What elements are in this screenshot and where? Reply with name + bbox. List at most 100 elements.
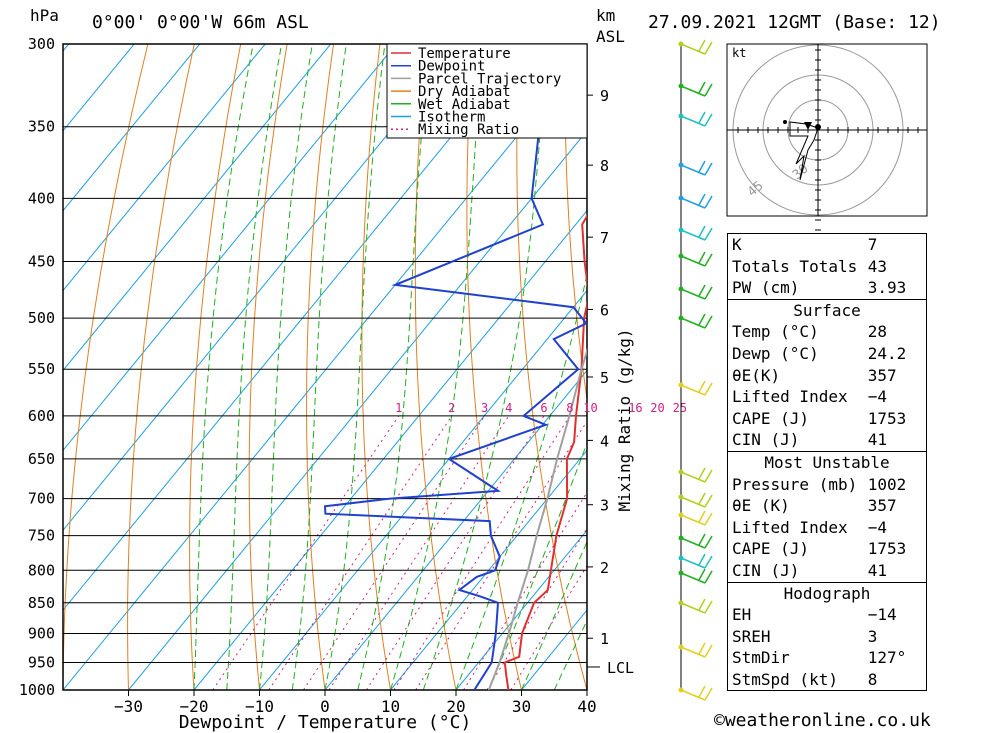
stats-key: Dewp (°C) (732, 343, 819, 363)
stats-value: 357 (867, 365, 897, 385)
isotherm-line (63, 50, 587, 690)
stats-row: SREH 3 (728, 626, 926, 648)
datetime-label: 27.09.2021 12GMT (Base: 12) (648, 12, 941, 33)
isotherm-line (63, 44, 332, 372)
wind-barb (680, 81, 713, 97)
mixing-ratio-line (463, 491, 587, 690)
pressure-tick-label: 450 (28, 253, 55, 271)
km-tick-label: 9 (600, 87, 609, 105)
wet-adiabat-line (521, 540, 587, 690)
credit-label: ©weatheronline.co.uk (714, 710, 931, 731)
hodograph-trace (789, 121, 819, 181)
km-tick-label: 8 (600, 157, 609, 175)
stats-panel: K 7 Totals Totals 43 PW (cm) 3.93 Surface Tem… (727, 233, 927, 692)
stats-row: CAPE (J) 1753 (728, 538, 926, 560)
pressure-tick-label: 650 (28, 450, 55, 468)
mixing-ratio-line (303, 415, 486, 690)
stats-value: 7 (867, 235, 878, 254)
stats-key: K (732, 235, 742, 254)
dry-adiabat-line (564, 44, 587, 403)
hodograph-storm-marker (804, 122, 812, 130)
wind-barb (680, 685, 713, 701)
x-tick-label: 20 (446, 697, 465, 716)
isotherm-line (63, 44, 135, 132)
hodograph-point (783, 120, 787, 124)
wet-adiabat-line (422, 44, 548, 690)
km-tick-label: 1 (600, 630, 609, 648)
stats-value: 41 (867, 560, 887, 580)
stats-row: PW (cm) 3.93 (728, 277, 926, 299)
wind-barb (680, 380, 713, 396)
stats-key: CIN (J) (732, 430, 800, 450)
x-tick-label: 30 (512, 697, 531, 716)
stats-key: θE (K) (732, 496, 790, 516)
stats-key: EH (732, 605, 752, 625)
isotherm-line (193, 209, 587, 690)
wind-barb (680, 39, 713, 55)
mixing-ratio-label: 2 (448, 401, 455, 415)
legend-entry: Mixing Ratio (418, 122, 519, 138)
stats-key: CAPE (J) (732, 539, 810, 559)
dry-adiabat-line (306, 44, 334, 690)
most-unstable-title: Most Unstable (764, 452, 890, 472)
legend-entry: Dewpoint (418, 59, 485, 75)
mixing-ratio-label: 10 (583, 401, 597, 415)
asl-unit-label: ASL (596, 27, 625, 46)
stats-row: CIN (J) 41 (728, 560, 926, 582)
stats-key: StmSpd (kt) (732, 669, 838, 689)
stats-row: Temp (°C) 28 (728, 321, 926, 343)
stats-value: 357 (867, 496, 897, 516)
wind-barbs (678, 39, 713, 701)
stats-row: Totals Totals 43 (728, 256, 926, 278)
most-unstable-box: Most Unstable Pressure (mb) 1002 θE (K) 357… (727, 451, 927, 583)
wind-barb (680, 160, 713, 176)
stats-key: CAPE (J) (732, 408, 810, 428)
stats-key: Lifted Index (732, 387, 848, 407)
wind-barb (680, 193, 713, 209)
dry-adiabat-line (937, 44, 1000, 690)
mixing-ratio-line (393, 415, 571, 690)
stats-value: −14 (867, 605, 897, 625)
lcl-label: LCL (607, 659, 634, 677)
mixing-ratio-label: 25 (673, 401, 687, 415)
wind-barb (680, 313, 713, 329)
stats-value: 127° (867, 648, 907, 668)
dewpoint-line (323, 44, 587, 690)
km-unit-label: km (596, 6, 616, 25)
wind-barb (680, 642, 713, 658)
km-tick-label: 6 (600, 301, 609, 319)
km-tick-label: 3 (600, 497, 609, 515)
mixing-ratio-label: 1 (395, 401, 402, 415)
mixing-ratio-axis-title: Mixing Ratio (g/kg) (615, 328, 634, 511)
stats-row: EH −14 (728, 604, 926, 626)
wind-barb (680, 598, 713, 614)
x-tick-label: −10 (245, 697, 274, 716)
pressure-tick-label: 700 (28, 490, 55, 508)
surface-title: Surface (793, 300, 861, 320)
km-tick-label: 7 (600, 229, 609, 247)
isotherm-line (63, 44, 201, 212)
pressure-unit-label: hPa (30, 6, 59, 25)
mixing-ratio-line (510, 564, 587, 690)
isotherm-line (0, 44, 3, 690)
stats-value: 43 (867, 256, 887, 276)
wind-barb (680, 492, 713, 508)
parcel-trajectory-line (487, 347, 587, 690)
wet-adiabat-line (291, 44, 347, 690)
x-axis-title: Dewpoint / Temperature (°C) (179, 712, 472, 733)
mixing-ratio-line (486, 527, 587, 690)
stats-value: 8 (867, 669, 878, 689)
stats-row: Pressure (mb) 1002 (728, 474, 926, 496)
stats-row: θE(K) 357 (728, 365, 926, 387)
stats-row: Dewp (°C) 24.2 (728, 343, 926, 365)
stats-row: StmDir 127° (728, 647, 926, 669)
pressure-tick-label: 900 (28, 624, 55, 642)
stats-row: StmSpd (kt) 8 (728, 669, 926, 691)
isotherm-line (259, 289, 587, 690)
stats-key: CIN (J) (732, 560, 800, 580)
stats-key: θE(K) (732, 365, 781, 385)
stats-key: Temp (°C) (732, 322, 819, 342)
isotherm-line (63, 44, 397, 452)
indices-box: K 7 Totals Totals 43 PW (cm) 3.93 (727, 233, 927, 300)
